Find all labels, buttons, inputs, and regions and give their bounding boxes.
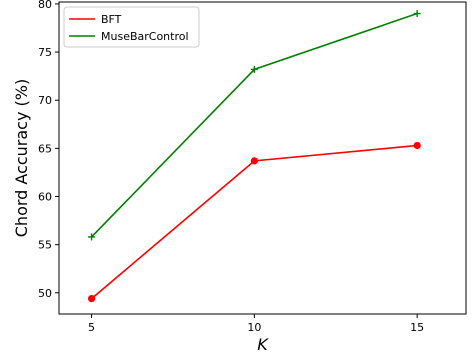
- axes-frame: [58, 1, 467, 315]
- y-tick-label: 80: [38, 0, 52, 11]
- y-axis: 50 55 60 65 70 75 80: [38, 0, 59, 300]
- y-tick-label: 65: [38, 142, 52, 155]
- data-point-bft: [87, 294, 96, 303]
- legend-label-bft: BFT: [101, 13, 122, 26]
- data-point-bft: [413, 141, 421, 150]
- y-tick-label: 60: [38, 191, 52, 204]
- data-point-musebarcontrol: [88, 233, 96, 241]
- x-tick-label: 10: [247, 321, 261, 334]
- data-point-musebarcontrol: [250, 65, 258, 73]
- x-axis: 5 10 15: [88, 314, 424, 334]
- data-point-musebarcontrol: [413, 10, 421, 18]
- legend-label-musebarcontrol: MuseBarControl: [101, 30, 189, 43]
- legend-box: [63, 6, 200, 48]
- plot-area: [87, 10, 421, 303]
- data-point-bft: [250, 157, 258, 165]
- x-tick-label: 5: [88, 321, 95, 334]
- legend: BFT MuseBarControl: [63, 6, 200, 48]
- y-tick-label: 70: [38, 94, 52, 107]
- y-axis-label: Chord Accuracy (%): [12, 79, 31, 237]
- y-tick-label: 50: [38, 287, 52, 300]
- x-axis-label: K: [257, 335, 269, 354]
- series-line-bft: [91, 144, 418, 300]
- y-tick-label: 55: [38, 239, 52, 252]
- x-tick-label: 15: [410, 321, 424, 334]
- y-tick-label: 75: [38, 46, 52, 59]
